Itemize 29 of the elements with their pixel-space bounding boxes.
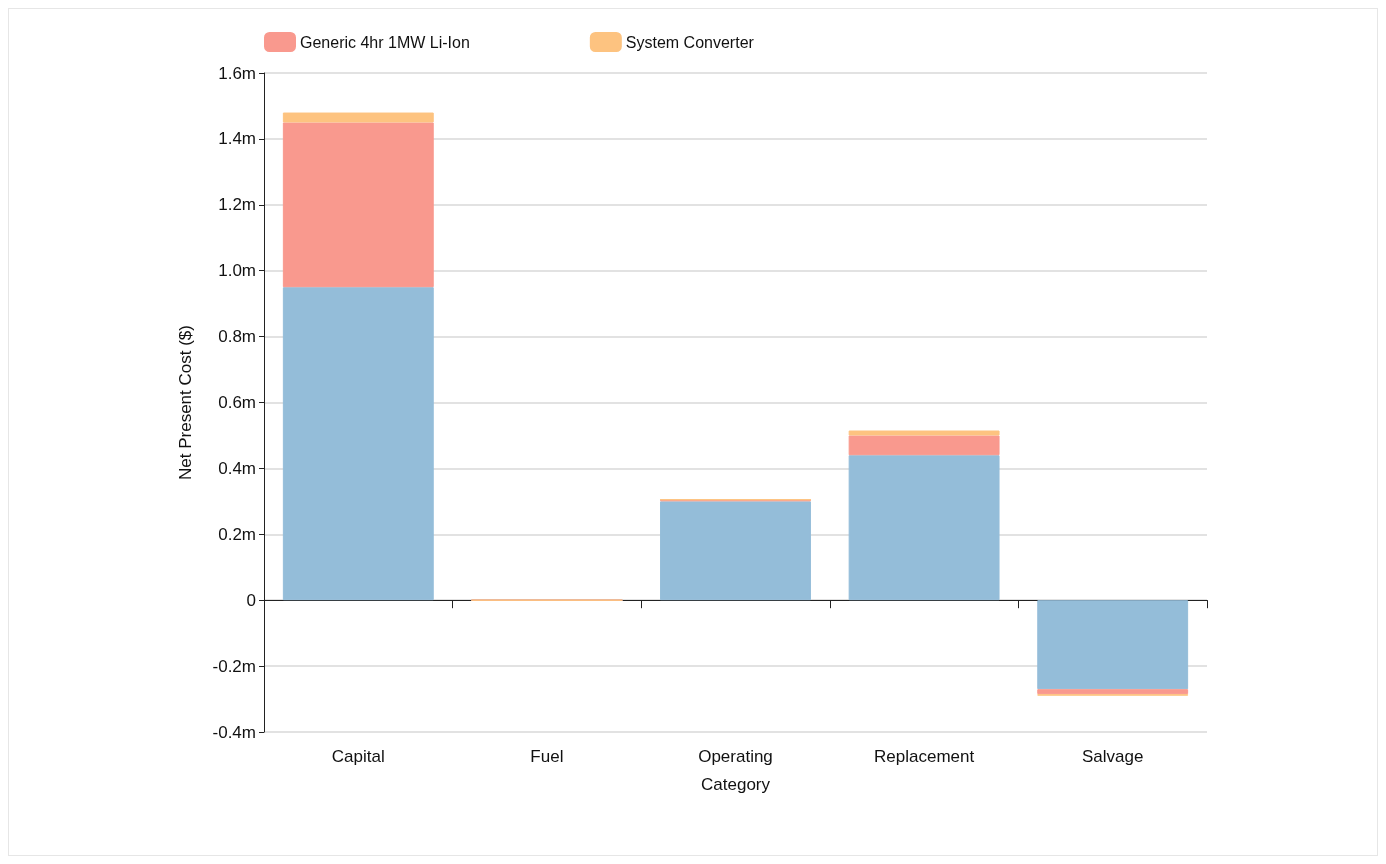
y-tick-label: 0 bbox=[246, 590, 256, 610]
legend-label: Generic 4hr 1MW Li-Ion bbox=[300, 33, 470, 51]
x-tick-label: Fuel bbox=[530, 747, 564, 766]
y-axis-title: Net Present Cost ($) bbox=[176, 325, 195, 480]
bar bbox=[848, 435, 1000, 456]
x-tick-label: Replacement bbox=[874, 747, 975, 766]
y-tick-label: 1.4m bbox=[218, 129, 256, 149]
legend-label: System Converter bbox=[625, 33, 755, 51]
y-tick-label: 0.4m bbox=[218, 458, 256, 478]
x-tick-label: Operating bbox=[698, 747, 773, 766]
y-tick-label: 1.2m bbox=[218, 195, 256, 215]
bar bbox=[1037, 600, 1189, 690]
bar bbox=[848, 430, 1000, 436]
x-axis-title: Category bbox=[701, 775, 771, 794]
y-tick-label: 1.0m bbox=[218, 261, 256, 281]
y-tick-label: 0.6m bbox=[218, 393, 256, 412]
y-tick-label: 0.2m bbox=[218, 524, 256, 544]
bar bbox=[1037, 689, 1189, 695]
bar bbox=[282, 287, 434, 601]
y-tick-label: -0.4m bbox=[212, 722, 256, 742]
bar bbox=[282, 122, 434, 288]
y-tick-label: -0.2m bbox=[212, 656, 256, 676]
y-tick-label: 0.8m bbox=[218, 327, 256, 347]
bar bbox=[848, 455, 1000, 601]
bar bbox=[660, 501, 811, 601]
x-tick-label: Salvage bbox=[1081, 747, 1144, 766]
y-tick-label: 1.6m bbox=[218, 63, 256, 83]
x-tick-label: Capital bbox=[331, 747, 385, 766]
bar bbox=[282, 112, 434, 123]
